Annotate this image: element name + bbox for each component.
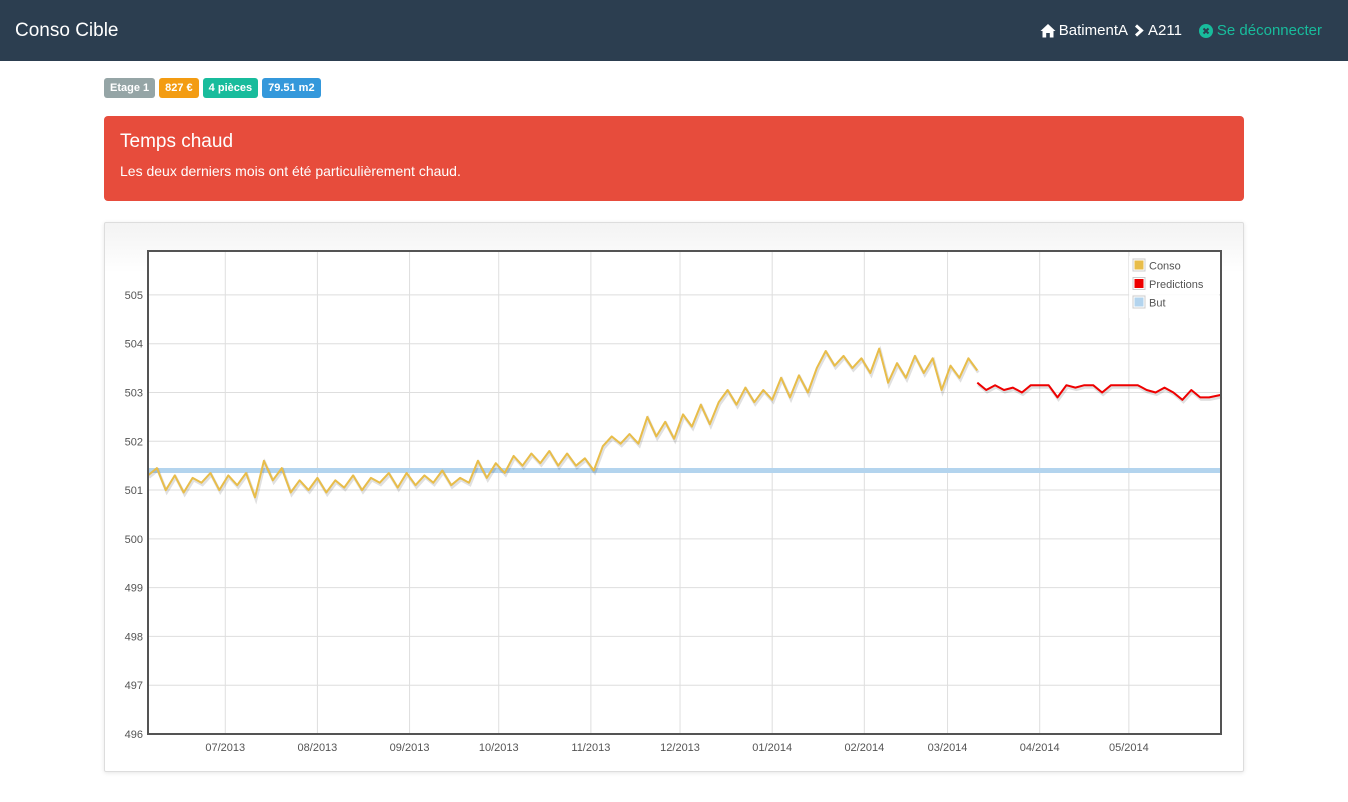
x-tick-label: 09/2013: [390, 742, 430, 754]
x-tick-label: 02/2014: [844, 742, 884, 754]
breadcrumb-building-label: BatimentA: [1058, 22, 1128, 39]
y-tick-label: 499: [125, 583, 143, 595]
breadcrumb-building[interactable]: BatimentA: [1040, 22, 1128, 39]
x-tick-label: 05/2014: [1109, 742, 1149, 754]
badge-area: 79.51 m2: [262, 78, 321, 98]
home-icon: [1040, 24, 1056, 38]
x-tick-label: 11/2013: [571, 742, 610, 754]
y-tick-label: 504: [125, 339, 143, 351]
badge-rooms: 4 pièces: [202, 78, 259, 98]
consumption-chart-panel: 496 497 498 499 500 501 502 503 504 505 07/2013 08/…: [104, 222, 1244, 772]
alert-message: Les deux derniers mois ont été particuli…: [120, 163, 461, 179]
x-tick-label: 01/2014: [752, 742, 792, 754]
breadcrumb-apartment-label: A211: [1148, 22, 1182, 39]
legend-swatch-conso: [1134, 260, 1144, 270]
badge-cost: 827 €: [159, 78, 199, 98]
legend-label-predictions: Predictions: [1149, 279, 1204, 291]
y-tick-label: 503: [125, 387, 143, 399]
y-tick-label: 497: [125, 680, 143, 692]
y-tick-label: 502: [125, 436, 143, 448]
badge-floor: Etage 1: [104, 78, 156, 98]
legend-swatch-predictions: [1134, 279, 1144, 288]
apartment-badges: Etage 1 827 € 4 pièces 79.51 m2: [104, 78, 321, 98]
y-tick-label: 500: [125, 534, 143, 546]
breadcrumb-apartment[interactable]: A211: [1148, 22, 1182, 39]
series-line-predictions: [976, 381, 1222, 401]
y-tick-label: 498: [125, 631, 143, 643]
legend-label-conso: Conso: [1149, 261, 1181, 273]
nav-right: BatimentA A211 Se déconnecter: [1040, 22, 1322, 39]
series-line-conso: [147, 347, 979, 499]
x-tick-label: 10/2013: [479, 742, 519, 754]
top-navbar: Conso Cible BatimentA A211 Se déconnecte…: [0, 0, 1348, 61]
legend-swatch-but: [1134, 297, 1144, 307]
alert-title: Temps chaud: [120, 131, 234, 152]
plot-frame: [147, 250, 1222, 735]
weather-alert: Temps chaud Les deux derniers mois ont é…: [104, 116, 1244, 201]
y-tick-label: 501: [125, 485, 143, 497]
x-tick-label: 03/2014: [928, 742, 968, 754]
app-title[interactable]: Conso Cible: [15, 19, 119, 41]
x-tick-label: 04/2014: [1020, 742, 1060, 754]
logout-label: Se déconnecter: [1216, 22, 1322, 39]
logout-link[interactable]: Se déconnecter: [1198, 22, 1322, 39]
x-tick-label: 12/2013: [660, 742, 700, 754]
chevron-right-icon: [1134, 24, 1144, 37]
x-tick-label: 08/2013: [298, 742, 338, 754]
y-tick-label: 496: [125, 729, 143, 741]
logout-icon: [1198, 23, 1213, 38]
x-tick-label: 07/2013: [205, 742, 245, 754]
consumption-chart[interactable]: 496 497 498 499 500 501 502 503 504 505 07/2013 08/…: [105, 223, 1245, 773]
legend-label-but: But: [1149, 298, 1166, 310]
y-tick-label: 505: [125, 290, 143, 302]
